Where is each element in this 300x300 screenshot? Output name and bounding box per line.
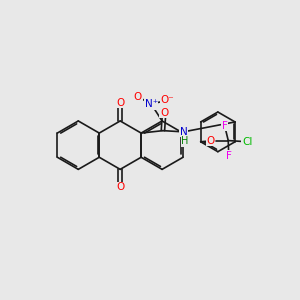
Text: O: O	[134, 92, 142, 102]
Text: O⁻: O⁻	[160, 95, 174, 105]
Text: H: H	[181, 136, 188, 146]
Text: O: O	[207, 136, 215, 146]
Text: N: N	[180, 127, 188, 137]
Text: F: F	[226, 151, 232, 160]
Text: N⁺: N⁺	[145, 99, 158, 109]
Text: O: O	[116, 182, 124, 193]
Text: O: O	[116, 98, 124, 108]
Text: F: F	[222, 121, 228, 130]
Text: O: O	[160, 107, 168, 118]
Text: Cl: Cl	[242, 137, 252, 147]
